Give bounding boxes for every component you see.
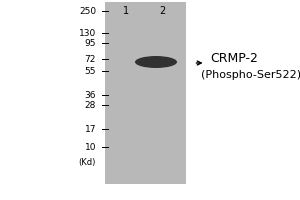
Text: 10: 10	[85, 142, 96, 152]
Text: 2: 2	[159, 6, 165, 16]
Text: 130: 130	[79, 28, 96, 38]
Text: 17: 17	[85, 124, 96, 134]
Text: 36: 36	[85, 90, 96, 99]
Text: 1: 1	[123, 6, 129, 16]
Bar	[105, 2, 186, 184]
Ellipse shape	[135, 56, 177, 68]
Text: 28: 28	[85, 100, 96, 110]
Text: 250: 250	[79, 6, 96, 16]
Text: 72: 72	[85, 54, 96, 64]
Text: (Phospho-Ser522): (Phospho-Ser522)	[201, 70, 300, 80]
Text: CRMP-2: CRMP-2	[210, 52, 258, 66]
Text: (Kd): (Kd)	[79, 158, 96, 168]
Text: 95: 95	[85, 38, 96, 47]
Text: 55: 55	[85, 66, 96, 75]
